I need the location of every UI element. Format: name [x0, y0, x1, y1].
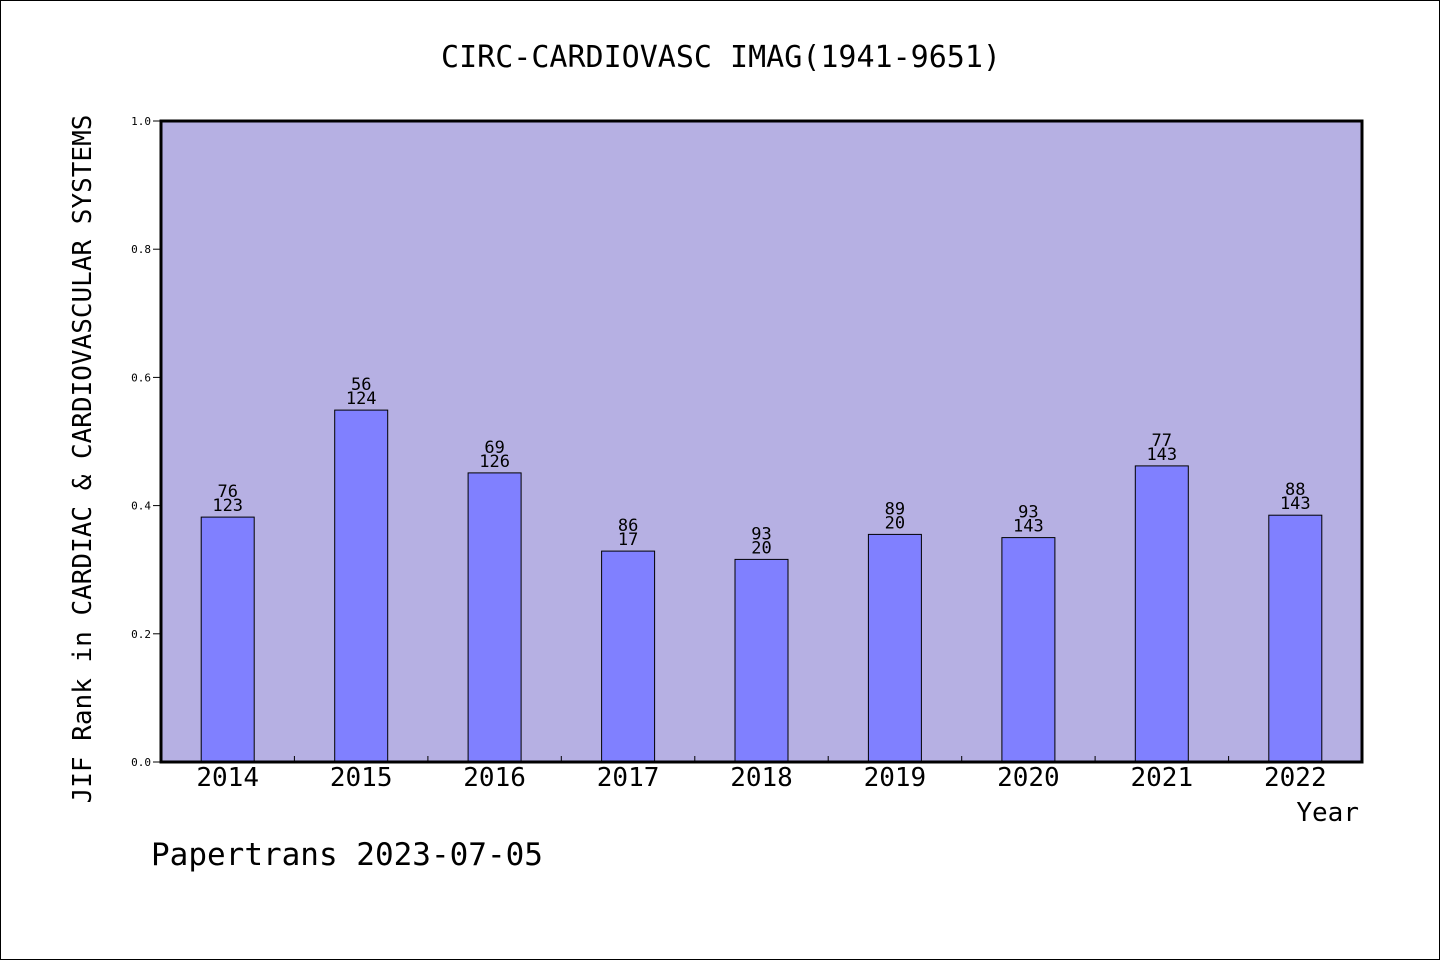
bar-2017	[601, 550, 656, 763]
y-axis-ticks: 0.0 0.2 0.4 0.6 0.8 1.0	[131, 115, 161, 769]
bar-2016	[467, 472, 522, 763]
rank-label-2021: 77	[1152, 431, 1172, 451]
bar-2021	[1134, 465, 1189, 763]
rank-label-2017: 86	[618, 516, 638, 536]
bar-2019	[867, 533, 922, 763]
x-tick-label-2014: 2014	[196, 763, 259, 793]
x-tick-label-2015: 2015	[330, 763, 393, 793]
rank-label-2018: 93	[751, 524, 771, 544]
rank-label-2019: 89	[885, 499, 905, 519]
bar-2015	[334, 409, 389, 763]
x-axis-label: Year	[1296, 798, 1359, 828]
x-tick-label-2019: 2019	[864, 763, 927, 793]
y-tick-label: 1.0	[131, 115, 151, 128]
rank-label-2016: 69	[484, 438, 504, 458]
rank-label-2014: 76	[217, 482, 237, 502]
bar-2022	[1268, 514, 1323, 763]
x-tick-label-2021: 2021	[1130, 763, 1193, 793]
rank-label-2020: 93	[1018, 503, 1038, 523]
total-label-2014: 123	[212, 496, 243, 516]
x-tick-label-2022: 2022	[1264, 763, 1327, 793]
total-label-2016: 126	[479, 452, 510, 472]
bar-2014	[200, 516, 255, 763]
y-tick-label: 0.8	[131, 243, 151, 256]
rank-label-2015: 56	[351, 375, 371, 395]
x-tick-label-2018: 2018	[730, 763, 793, 793]
y-axis-label: JIF Rank in CARDIAC & CARDIOVASCULAR SYS…	[68, 115, 98, 804]
rank-label-2022: 88	[1285, 480, 1305, 500]
y-tick-label: 0.0	[131, 756, 151, 769]
total-label-2017: 17	[618, 530, 638, 550]
bars-group	[200, 409, 1323, 763]
y-tick-label: 0.4	[131, 500, 151, 513]
plot-border	[159, 119, 1364, 764]
chart-title: CIRC-CARDIOVASC IMAG(1941-9651)	[441, 40, 1001, 75]
total-label-2020: 143	[1013, 517, 1044, 537]
bar-2020	[1001, 537, 1056, 763]
bar-2018	[734, 558, 789, 763]
y-tick-label: 0.2	[131, 628, 151, 641]
total-label-2022: 143	[1280, 494, 1311, 514]
x-axis-ticks: 2014 2015 2016 2017 2018 2019 2020 2021 2022	[196, 756, 1327, 793]
total-label-2019: 20	[885, 513, 905, 533]
y-tick-label: 0.6	[131, 371, 151, 384]
x-tick-label-2017: 2017	[597, 763, 660, 793]
watermark: Papertrans 2023-07-05	[151, 837, 543, 873]
total-label-2015: 124	[346, 389, 377, 409]
total-label-2018: 20	[751, 538, 771, 558]
x-tick-label-2020: 2020	[997, 763, 1060, 793]
x-tick-label-2016: 2016	[463, 763, 526, 793]
total-label-2021: 143	[1146, 445, 1177, 465]
